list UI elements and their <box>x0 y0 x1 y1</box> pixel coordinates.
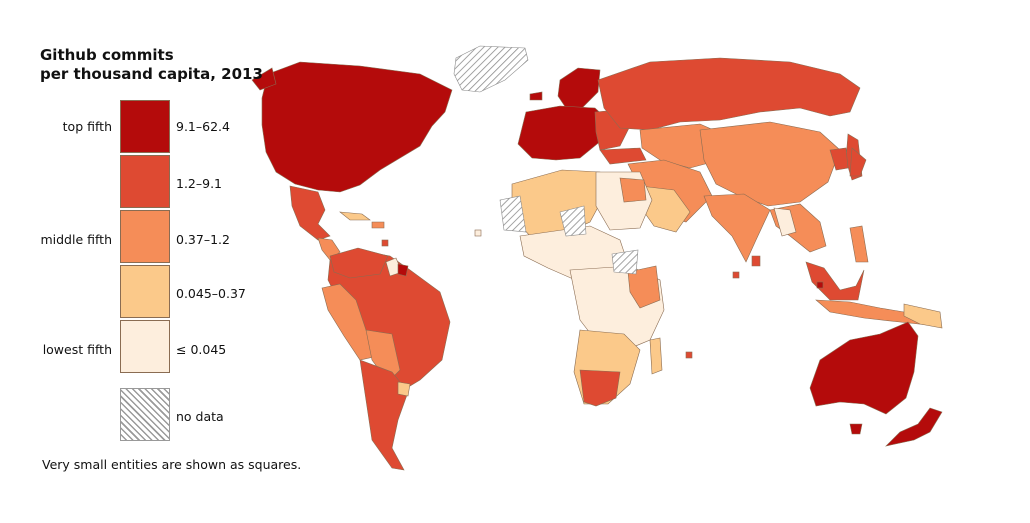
region-western-europe <box>517 105 611 161</box>
map-title: Github commits per thousand capita, 2013 <box>40 46 280 84</box>
region-canada-usa <box>261 61 453 193</box>
legend-swatch-top <box>120 100 170 153</box>
small-entity-square <box>732 271 740 279</box>
region-french-guiana <box>397 263 409 277</box>
legend-swatch-lowest <box>120 320 170 373</box>
region-papua <box>903 303 943 329</box>
region-china-mongolia <box>699 121 841 207</box>
region-new-zealand <box>885 407 943 447</box>
legend-label-class-1: 9.1–62.4 <box>176 119 230 134</box>
legend-label-class-3: 0.37–1.2 <box>176 232 230 247</box>
legend-swatch-second <box>120 155 170 208</box>
region-mali-nodata <box>559 205 587 237</box>
region-egypt <box>619 177 647 203</box>
region-australia <box>809 321 919 415</box>
region-india <box>703 193 771 263</box>
region-east-africa <box>627 265 661 309</box>
legend-label-class-5: ≤ 0.045 <box>176 342 227 357</box>
region-scandinavia <box>557 67 601 111</box>
region-madagascar <box>649 337 663 375</box>
region-philippines <box>849 225 869 263</box>
region-sahara-nodata <box>499 195 527 233</box>
region-iceland <box>529 91 543 101</box>
legend-label-class-4: 0.045–0.37 <box>176 286 246 301</box>
region-korea-japan <box>829 147 849 171</box>
region-tasmania <box>849 423 863 435</box>
map-title-line1: Github commits <box>40 46 174 64</box>
legend-swatch-no-data <box>120 388 170 441</box>
region-south-africa <box>579 369 621 407</box>
legend-swatch-middle <box>120 210 170 263</box>
region-alaska-far-north <box>251 67 277 91</box>
legend-tier-top: top fifth <box>62 119 112 134</box>
small-entity-square <box>474 229 482 237</box>
footnote: Very small entities are shown as squares… <box>42 457 302 472</box>
region-argentina-chile <box>359 359 409 471</box>
legend-label-no-data: no data <box>176 409 224 424</box>
region-venezuela-colombia <box>329 247 389 279</box>
region-cuba <box>339 211 371 221</box>
map-title-line2: per thousand capita, 2013 <box>40 65 263 83</box>
region-sri-lanka <box>751 255 761 267</box>
region-uruguay <box>397 381 411 397</box>
legend-tier-lowest: lowest fifth <box>42 342 112 357</box>
small-entity-square <box>381 239 389 247</box>
region-mexico <box>289 185 331 241</box>
region-malaysia <box>805 261 865 301</box>
region-turkey <box>599 147 647 165</box>
legend-label-class-2: 1.2–9.1 <box>176 176 223 191</box>
region-greenland <box>453 45 529 93</box>
legend-swatch-fourth <box>120 265 170 318</box>
region-japan <box>849 147 867 177</box>
region-somalia-nodata <box>611 249 639 275</box>
legend-tier-middle: middle fifth <box>40 232 112 247</box>
region-hispaniola <box>371 221 385 229</box>
region-myanmar-laos <box>773 207 797 237</box>
small-entity-square <box>816 281 824 289</box>
small-entity-square <box>685 351 693 359</box>
region-russia <box>597 57 861 131</box>
